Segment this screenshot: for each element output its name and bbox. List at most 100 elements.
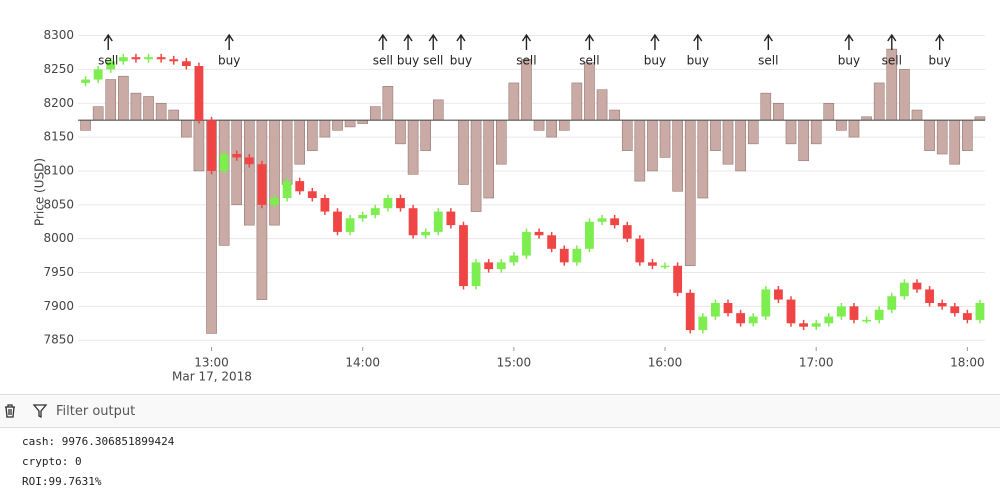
candle-body xyxy=(383,198,393,209)
filter-input[interactable]: Filter output xyxy=(56,403,136,419)
histogram-bar xyxy=(936,119,948,155)
candle-body xyxy=(799,323,809,327)
histogram-bar xyxy=(143,96,154,121)
histogram-bar xyxy=(533,119,545,131)
candle-body xyxy=(673,265,683,293)
candle-body xyxy=(610,218,620,226)
histogram-bar xyxy=(281,119,293,185)
histogram-bar xyxy=(798,119,809,162)
y-tick-label: 8200 xyxy=(43,96,74,110)
histogram-bar xyxy=(130,92,142,121)
filter-icon[interactable] xyxy=(32,403,48,419)
console-output: cash: 9976.306851899424 crypto: 0 ROI:99.7… xyxy=(22,432,174,492)
annotation-text: sell xyxy=(98,54,118,68)
annotation-arrow xyxy=(693,33,703,50)
annotation-arrow xyxy=(103,33,113,50)
candle-body xyxy=(156,57,166,60)
histogram-bar xyxy=(962,119,973,151)
annotation-arrow xyxy=(763,33,773,50)
histogram-bar xyxy=(483,119,494,199)
candle-body xyxy=(685,292,695,331)
chart: Price (USD) Mar 17, 2018 7850 7900 7950 800… xyxy=(33,28,986,384)
candle-body xyxy=(307,191,317,199)
candle-body xyxy=(572,248,582,263)
candle-body xyxy=(912,282,922,290)
candle-body xyxy=(106,61,116,70)
annotation-arrow xyxy=(935,33,945,50)
histogram-bar xyxy=(181,119,192,138)
candle-body xyxy=(144,57,153,60)
candle-body xyxy=(131,57,141,60)
candle-body xyxy=(270,198,279,205)
candle-body xyxy=(547,235,557,249)
annotation-arrow xyxy=(584,33,595,50)
histogram-bar xyxy=(672,119,683,192)
y-tick-label: 8050 xyxy=(43,197,74,211)
candle-body xyxy=(962,313,972,320)
histogram-bar xyxy=(911,109,923,121)
histogram-bar xyxy=(218,119,230,246)
candle-body xyxy=(257,164,267,205)
histogram-bar xyxy=(344,119,356,128)
x-tick-label: 13:00 xyxy=(194,356,229,370)
histogram-bar xyxy=(899,69,910,121)
histogram-bar xyxy=(735,119,746,172)
y-tick-label: 8100 xyxy=(43,163,74,177)
candle-body xyxy=(975,302,985,320)
histogram-bar xyxy=(370,106,381,121)
annotation-text: sell xyxy=(423,54,443,68)
histogram-bar xyxy=(80,119,91,131)
console-line: crypto: 0 xyxy=(22,455,82,468)
console-line: cash: 9976.306851899424 xyxy=(22,435,175,448)
candle-body xyxy=(396,198,405,209)
candle-body xyxy=(635,238,645,263)
histogram-bar xyxy=(319,119,331,138)
annotation-arrow xyxy=(403,33,413,50)
histogram-bar xyxy=(521,58,532,121)
candle-body xyxy=(950,306,960,314)
candle-body xyxy=(446,211,456,226)
histogram-bar xyxy=(458,119,469,185)
candle-body xyxy=(723,302,733,314)
histogram-bar xyxy=(155,103,167,121)
y-axis-label: Price (USD) xyxy=(33,158,47,226)
y-tick-label: 8300 xyxy=(43,28,74,42)
histogram-bar xyxy=(659,119,671,158)
y-tick-label: 8250 xyxy=(43,62,74,76)
candle-body xyxy=(207,120,216,171)
candle-body xyxy=(559,248,569,263)
histogram-bar xyxy=(231,119,243,206)
histogram-bar xyxy=(924,119,935,151)
histogram-bar xyxy=(294,119,305,165)
candle-body xyxy=(358,214,368,219)
annotation-text: sell xyxy=(373,54,393,68)
histogram-bar xyxy=(710,119,721,151)
annotation-text: sell xyxy=(882,54,902,68)
candle-body xyxy=(534,231,544,236)
candle-body xyxy=(849,306,859,320)
candle-body xyxy=(648,262,657,266)
histogram-bar xyxy=(684,119,696,267)
histogram-bar xyxy=(546,119,557,138)
trash-icon[interactable] xyxy=(2,403,18,419)
annotation-arrow xyxy=(521,33,532,50)
x-tick-label: 18:00 xyxy=(950,356,985,370)
histogram-bar xyxy=(495,119,507,165)
histogram-bar xyxy=(244,119,255,226)
candle-body xyxy=(181,61,191,67)
histogram-bar xyxy=(873,82,885,121)
candle-body xyxy=(522,231,531,256)
histogram-bar xyxy=(432,99,444,121)
candle-body xyxy=(219,154,229,171)
candle-body xyxy=(711,302,720,317)
annotation-arrow xyxy=(428,33,438,50)
histogram-bar xyxy=(697,119,709,199)
console-toolbar: Filter output xyxy=(0,394,1000,428)
histogram-bar xyxy=(760,92,772,121)
annotation-arrow xyxy=(650,33,660,50)
candle-body xyxy=(496,262,506,270)
candle-body xyxy=(433,211,443,232)
candle-body xyxy=(761,289,771,317)
histogram-bar xyxy=(118,75,129,121)
histogram-bar xyxy=(105,79,117,121)
